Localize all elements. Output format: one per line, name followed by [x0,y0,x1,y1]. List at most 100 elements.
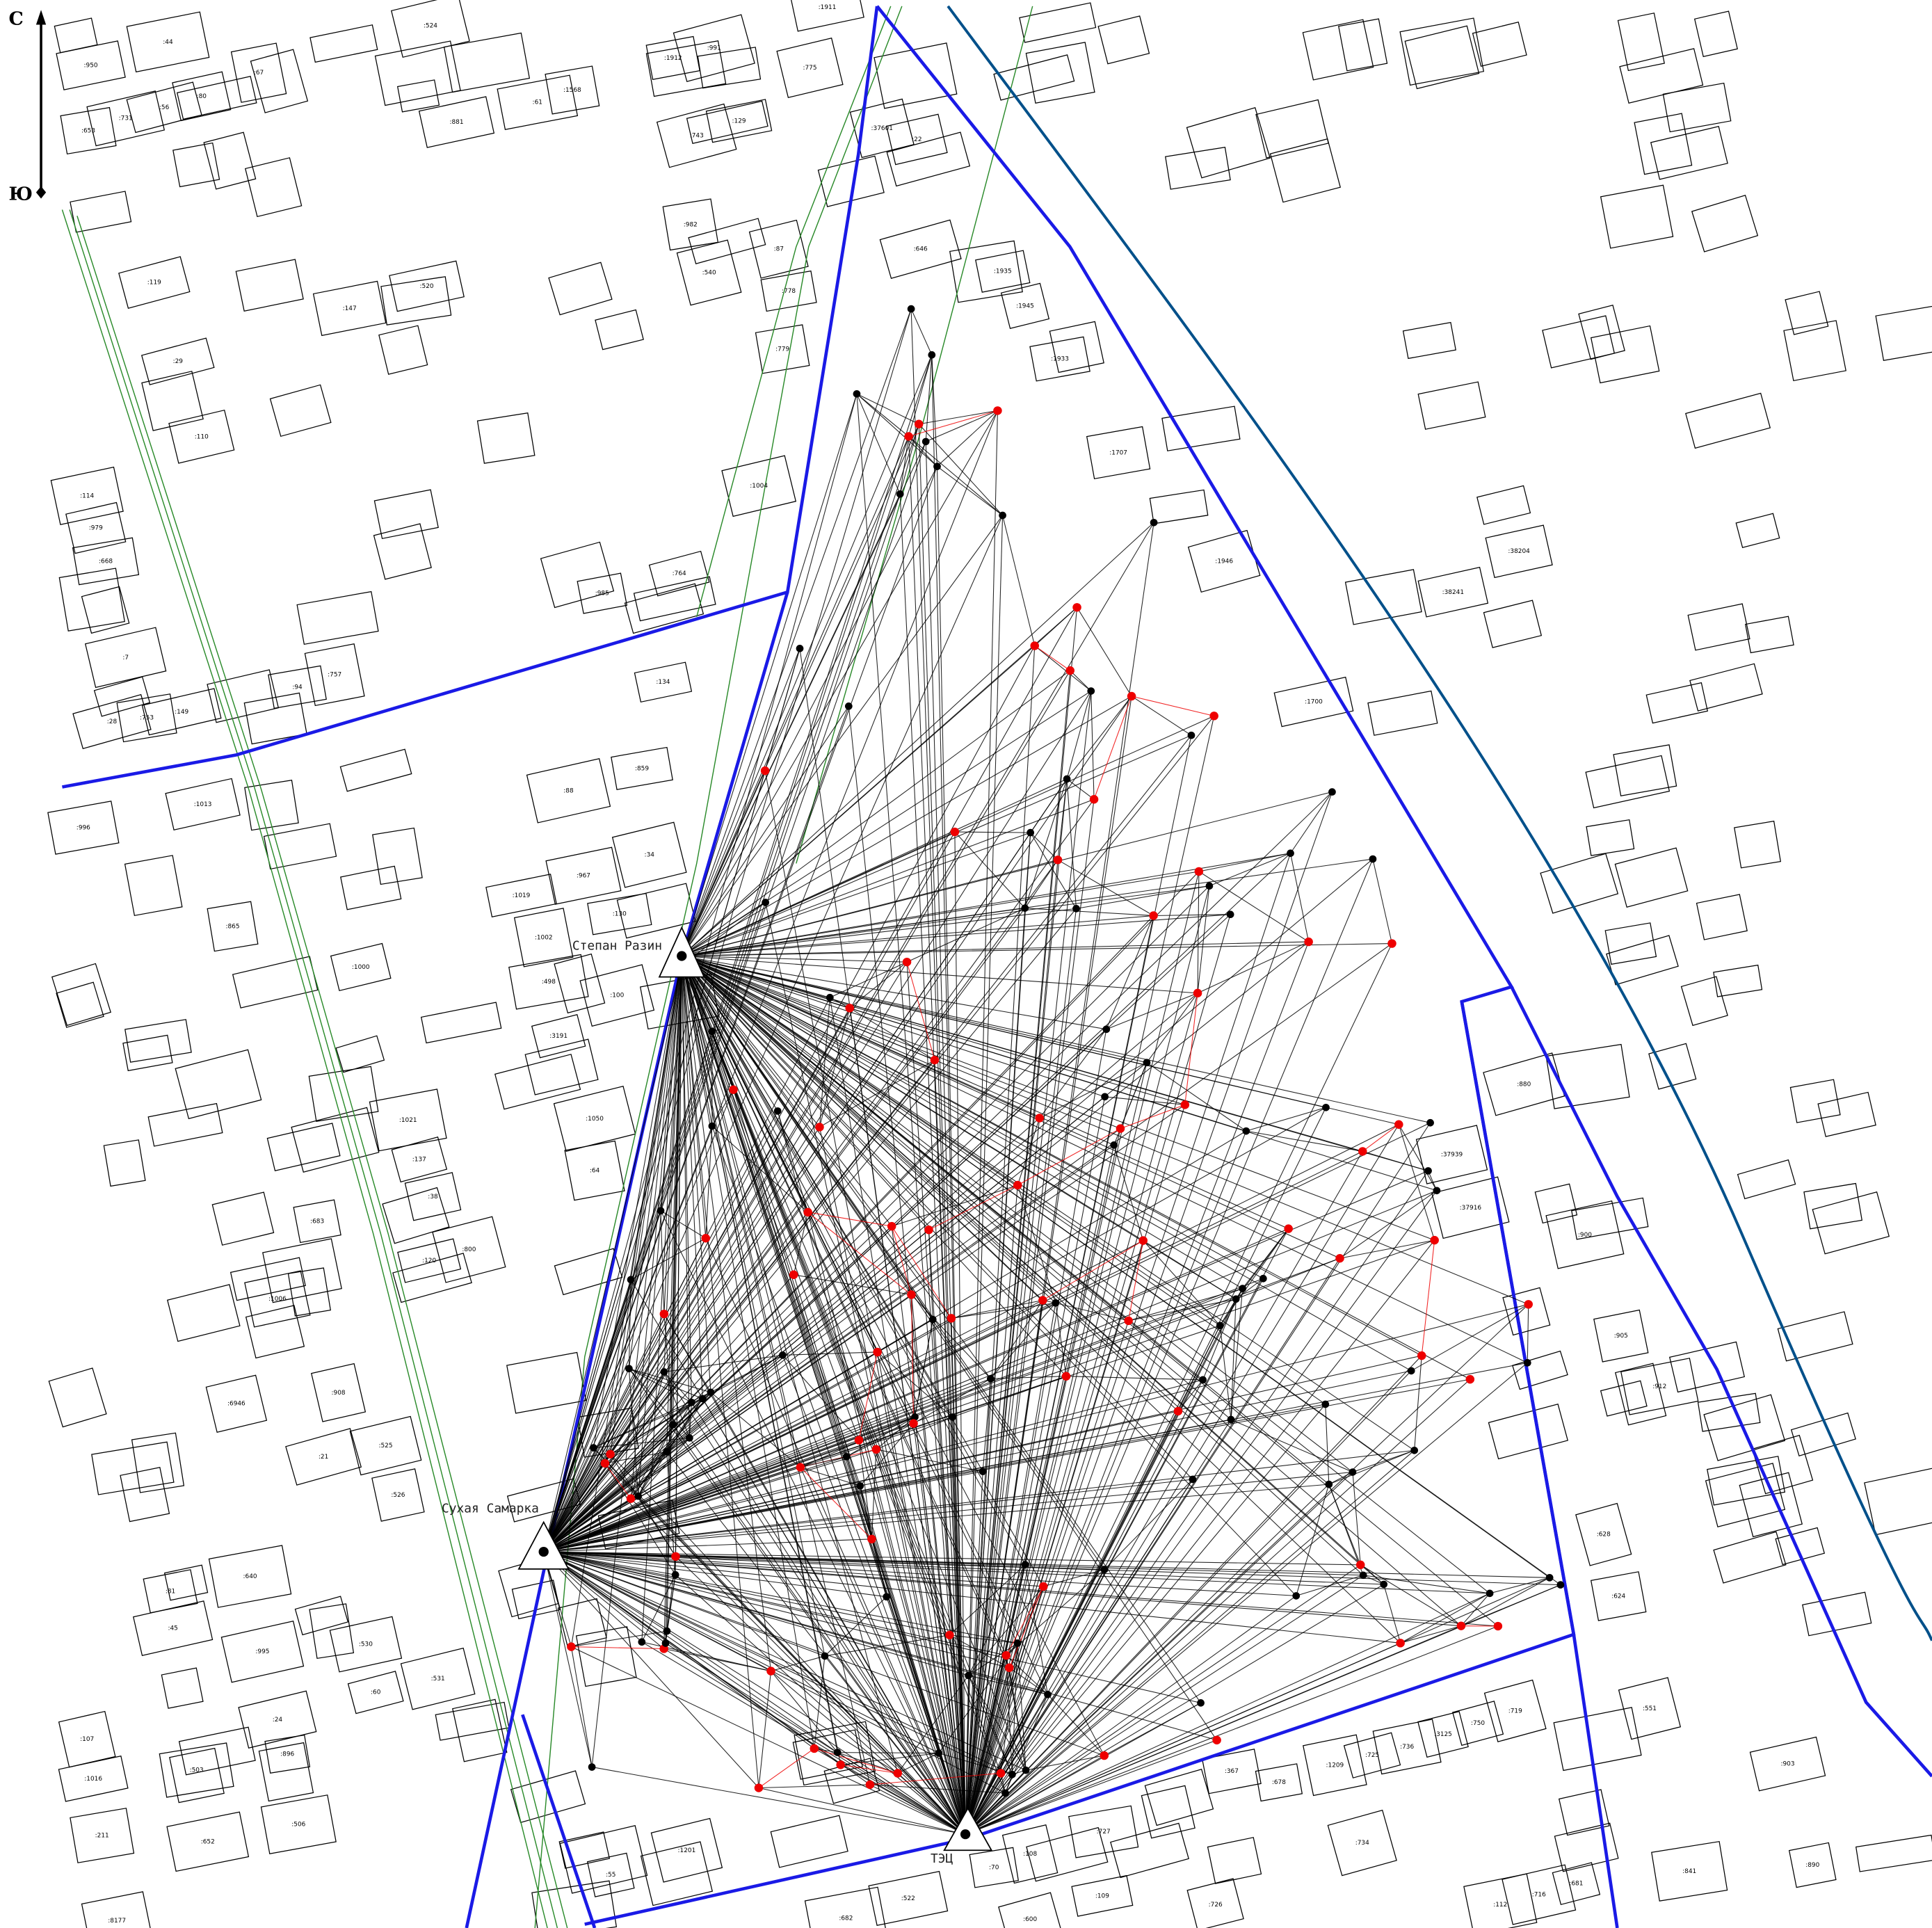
survey-point [698,1395,707,1403]
network-line [1006,1655,1048,1695]
network-line [1066,778,1095,800]
parcel-label: :524 [424,23,437,30]
parcel-label: :114 [80,492,94,499]
network-line [758,1788,966,1835]
red-point [671,1552,680,1561]
station-point [677,951,687,961]
network-line [570,1646,593,1767]
parcel [1372,1719,1442,1775]
network-line [965,1370,1412,1835]
parcel [420,1002,502,1044]
network-line [1024,778,1068,908]
red-point [1072,603,1081,612]
parcel [577,1407,639,1458]
survey-point [1013,1639,1022,1647]
network-line [682,955,830,998]
network-line [663,1354,783,1373]
network-line [543,706,849,1552]
parcel-label: :779 [775,346,789,353]
network-line [1066,696,1132,780]
network-line [965,1362,1528,1835]
network-line [1024,833,1031,908]
network-line [543,1210,661,1552]
parcel-labels: :950:44:67:524:1911:1912:991:775:653:731… [77,4,1820,1925]
network-line [1025,1755,1104,1771]
network-line [965,1062,1148,1835]
parcel-label: :34 [645,852,655,859]
network-line [681,494,901,956]
survey-point [688,1398,695,1406]
network-line [1006,1569,1105,1656]
parcel-label: :900 [1578,1232,1592,1239]
survey-point [1407,1367,1415,1375]
network-line [829,997,966,1835]
network-line [641,1575,676,1642]
network-line [906,908,1026,963]
parcel [1402,321,1456,360]
network-line [891,1226,952,1319]
survey-point [935,1749,943,1757]
parcel [230,42,287,103]
network-line [824,1634,950,1657]
survey-point [1110,1141,1118,1149]
red-point [1212,1735,1221,1745]
parcel [58,1756,129,1802]
red-point [1001,1650,1011,1660]
parcel [1415,1125,1488,1184]
parcel-label: :88 [563,787,574,794]
parcel [1875,305,1932,361]
parcel [1417,566,1489,618]
parcel [1343,1732,1401,1778]
network-line [965,1096,1106,1835]
parcel [50,466,124,526]
parcel-label: :211 [95,1833,109,1840]
parcel [1186,1878,1244,1928]
network-line [965,1564,1361,1835]
red-point [789,1270,798,1279]
parcel-label: :134 [656,679,670,686]
parcel-label: :55 [606,1872,615,1879]
network-line [840,1764,898,1774]
network-line [926,410,998,442]
red-point [1358,1147,1367,1156]
network-line [949,1634,1018,1644]
parcel [70,1808,135,1863]
network-line [965,1625,1499,1835]
survey-point [1424,1167,1432,1175]
parcel-label: :60 [371,1689,381,1696]
network-line [965,778,1068,1835]
network-line [1339,1190,1438,1259]
survey-point [1008,1770,1016,1778]
network-line [705,1238,966,1835]
survey-point [1322,1103,1330,1111]
parcel [378,325,428,375]
red-point [1116,1124,1125,1133]
parcel [244,1270,311,1328]
parcel [392,1253,472,1303]
parcel [1648,1043,1697,1090]
parcel [143,1569,198,1614]
survey-point [590,1444,597,1452]
network-line [666,1424,674,1452]
network-line [593,1447,639,1497]
parcel [207,901,259,952]
network-line [681,956,892,1227]
station-marker [517,1520,570,1570]
parcel-label: :109 [1095,1893,1109,1899]
network-line [681,956,1105,1756]
parcel [1201,1749,1262,1794]
green-line [69,209,558,1928]
parcel [558,1831,611,1869]
network-line [856,393,937,467]
network-line [681,706,849,956]
parcel-label: :743 [690,133,704,140]
network-line [856,394,966,1835]
parcel [633,576,716,622]
parcel [1783,320,1846,382]
parcel-label: :38241 [1442,589,1464,596]
parcel-label: :750 [1471,1720,1485,1727]
parcel [497,74,579,130]
parcel-label: :147 [343,305,357,312]
parcel [1751,1434,1814,1495]
network-line [911,1294,991,1379]
